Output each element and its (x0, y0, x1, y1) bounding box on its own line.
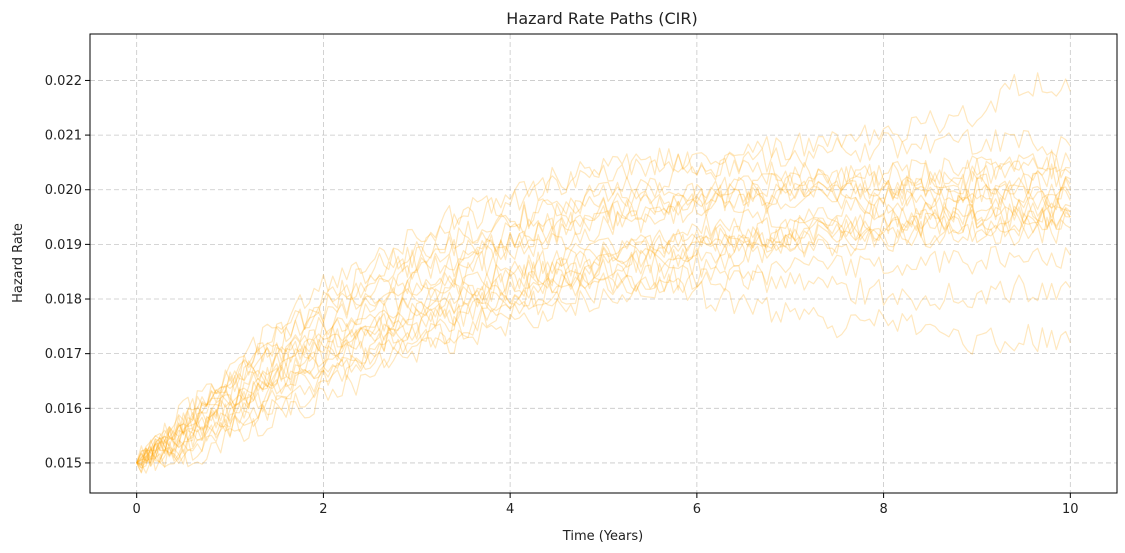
x-axis-ticks: 0 2 4 6 8 10 (133, 493, 1079, 517)
hazard-rate-path-line (136, 72, 1071, 464)
y-tick-label: 0.019 (45, 238, 82, 253)
hazard-rate-path-line (136, 264, 1071, 468)
x-tick-label: 0 (133, 502, 141, 517)
x-tick-label: 6 (693, 502, 701, 517)
x-tick-label: 4 (506, 502, 514, 517)
hazard-rate-path-line (136, 172, 1071, 464)
hazard-rate-path-line (136, 194, 1071, 468)
plot-frame (89, 33, 1118, 494)
hazard-rate-path-line (136, 207, 1071, 471)
y-tick-label: 0.022 (45, 74, 82, 89)
y-tick-label: 0.017 (45, 347, 82, 362)
grid-layer (90, 34, 1117, 493)
hazard-rate-path-line (136, 128, 1071, 464)
x-tick-label: 8 (879, 502, 887, 517)
series-layer (136, 72, 1071, 474)
y-tick-label: 0.018 (45, 293, 82, 308)
y-tick-label: 0.015 (45, 456, 82, 471)
hazard-rate-path-line (136, 208, 1071, 474)
x-tick-label: 10 (1062, 502, 1079, 517)
hazard-rate-path-line (136, 148, 1071, 464)
x-tick-label: 2 (319, 502, 327, 517)
hazard-rate-path-line (136, 149, 1071, 464)
hazard-rate-path-line (136, 176, 1071, 464)
hazard-rate-path-line (136, 155, 1071, 464)
y-tick-label: 0.021 (45, 129, 82, 144)
hazard-rate-path-line (136, 216, 1071, 469)
chart-title: Hazard Rate Paths (CIR) (506, 9, 697, 28)
hazard-rate-path-line (136, 245, 1071, 464)
hazard-rate-path-line (136, 272, 1071, 474)
hazard-rate-path-line (136, 186, 1071, 464)
hazard-rate-path-line (136, 206, 1071, 464)
x-axis-label: Time (Years) (562, 529, 643, 544)
hazard-rate-path-line (136, 160, 1071, 469)
hazard-rate-path-line (136, 166, 1071, 467)
y-axis-label: Hazard Rate (11, 223, 26, 303)
y-tick-label: 0.020 (45, 183, 82, 198)
hazard-rate-path-line (136, 202, 1071, 473)
y-tick-label: 0.016 (45, 402, 82, 417)
y-axis-ticks: 0.015 0.016 0.017 0.018 0.019 0.020 0.021 0.022 (45, 74, 90, 471)
hazard-rate-path-line (136, 177, 1071, 467)
